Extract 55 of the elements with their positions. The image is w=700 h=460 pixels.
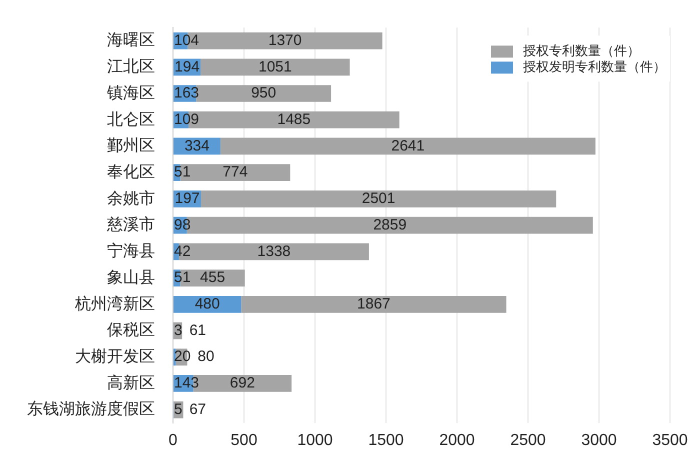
x-tick-label: 2500	[510, 432, 546, 450]
bar	[200, 58, 350, 76]
data-label: 104	[174, 32, 200, 49]
data-label: 194	[174, 58, 200, 76]
y-tick-label: 余姚市	[107, 189, 155, 208]
data-label: 950	[251, 84, 276, 102]
x-tick-label: 0	[168, 432, 178, 450]
y-tick-label: 奉化区	[107, 164, 155, 181]
y-tick-label: 保税区	[107, 321, 155, 340]
x-tick-label: 2000	[439, 432, 475, 450]
x-tick-label: 1000	[297, 432, 333, 450]
bar	[220, 138, 596, 155]
y-tick-label: 杭州湾新区	[74, 294, 155, 313]
x-tick-label: 3500	[652, 432, 688, 450]
y-tick-label: 象山县	[107, 268, 155, 286]
y-tick-label: 海曙区	[107, 32, 155, 50]
data-label: 3	[174, 322, 182, 339]
x-tick-label: 3000	[581, 432, 617, 450]
data-label: 1338	[257, 242, 291, 260]
y-tick-label: 鄞州区	[107, 136, 155, 155]
data-label: 80	[198, 348, 214, 366]
y-tick-label: 宁海县	[107, 242, 155, 260]
y-tick-label: 江北区	[107, 58, 155, 76]
y-tick-label: 北仑区	[107, 110, 155, 128]
data-label: 692	[230, 374, 255, 392]
data-label: 2501	[362, 190, 396, 208]
y-tick-label: 高新区	[107, 374, 155, 392]
y-tick-label: 镇海区	[106, 84, 155, 102]
data-label: 1867	[357, 296, 390, 313]
legend-label: 授权专利数量（件）	[523, 43, 640, 58]
data-label: 1485	[277, 111, 311, 128]
x-tick-label: 1500	[368, 432, 404, 450]
data-label: 2641	[391, 137, 425, 154]
data-label: 61	[189, 322, 206, 339]
data-label: 5	[174, 400, 182, 418]
x-tick-label: 500	[230, 432, 258, 450]
data-label: 774	[222, 164, 248, 181]
bar	[241, 296, 506, 313]
data-label: 67	[189, 400, 206, 418]
y-tick-label: 东钱湖旅游度假区	[27, 400, 155, 418]
data-label: 1370	[268, 32, 302, 49]
data-label: 163	[174, 84, 200, 102]
data-label: 98	[174, 216, 191, 234]
legend-label: 授权发明专利数量（件）	[523, 59, 666, 74]
data-label: 143	[174, 374, 200, 392]
data-label: 2859	[373, 216, 407, 234]
y-tick-label: 慈溪市	[106, 216, 155, 234]
data-label: 197	[174, 190, 200, 208]
data-label: 1051	[258, 58, 292, 76]
bar	[200, 190, 556, 208]
data-label: 455	[200, 269, 226, 286]
data-label: 334	[184, 137, 210, 154]
y-tick-label: 大榭开发区	[75, 348, 155, 366]
data-label: 109	[174, 111, 200, 128]
data-label: 480	[194, 296, 220, 313]
